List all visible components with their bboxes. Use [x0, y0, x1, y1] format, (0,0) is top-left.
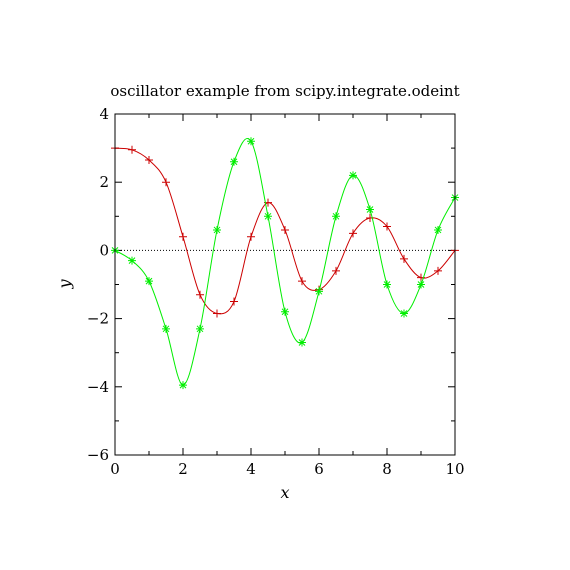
y-tick-label: −6 [87, 446, 109, 464]
y-tick-label: 4 [99, 105, 109, 123]
y-tick-label: −4 [87, 378, 109, 396]
series-2-point [383, 280, 391, 289]
series-2-point [315, 287, 323, 296]
series-2-point [366, 205, 374, 214]
series-1-point [349, 229, 357, 238]
series-1-point [247, 232, 255, 241]
x-axis-label: x [280, 483, 289, 502]
series-1-point [128, 145, 136, 154]
series-2-point [434, 225, 442, 234]
series-2-point [298, 338, 306, 347]
series-2-point [179, 381, 187, 390]
series-2-point [281, 307, 289, 316]
series-2-point [247, 137, 255, 146]
series-1-point [230, 297, 238, 306]
series-2-point [417, 280, 425, 289]
series-1-point [179, 232, 187, 241]
x-tick-label: 6 [314, 460, 324, 478]
series-2-line [114, 138, 456, 386]
series-1-point [434, 266, 442, 275]
series-2-point [196, 324, 204, 333]
series-1-point [383, 222, 391, 231]
chart-title: oscillator example from scipy.integrate.… [110, 82, 459, 100]
series-1-point [213, 309, 221, 318]
series-2-point [213, 225, 221, 234]
x-tick-label: 10 [445, 460, 464, 478]
plot-area: 0 2 4 6 8 10 −6 −4 −2 0 2 4 [87, 105, 465, 478]
series-1-point [281, 225, 289, 234]
series-2-point [128, 256, 136, 265]
series-2-point [332, 212, 340, 221]
series-1-point [162, 178, 170, 187]
x-tick-label: 8 [382, 460, 392, 478]
plot-frame [114, 113, 456, 456]
y-tick-label: 2 [99, 173, 109, 191]
series-1-point [400, 254, 408, 263]
series-2-point [145, 277, 153, 286]
y-tick-label: −2 [87, 310, 109, 328]
series-2-point [264, 212, 272, 221]
series-2-point [349, 171, 357, 180]
y-axis-label: y [55, 279, 74, 290]
x-tick-label: 2 [178, 460, 188, 478]
series-1-point [298, 277, 306, 286]
series-2-point [162, 324, 170, 333]
x-tick-label: 0 [110, 460, 120, 478]
series-1-point [332, 266, 340, 275]
x-tick-label: 4 [246, 460, 256, 478]
y-tick-label: 0 [99, 241, 109, 259]
series-1-point [196, 290, 204, 299]
series-2-point [400, 309, 408, 318]
series-2-point [230, 157, 238, 166]
series-1-point [145, 156, 153, 165]
